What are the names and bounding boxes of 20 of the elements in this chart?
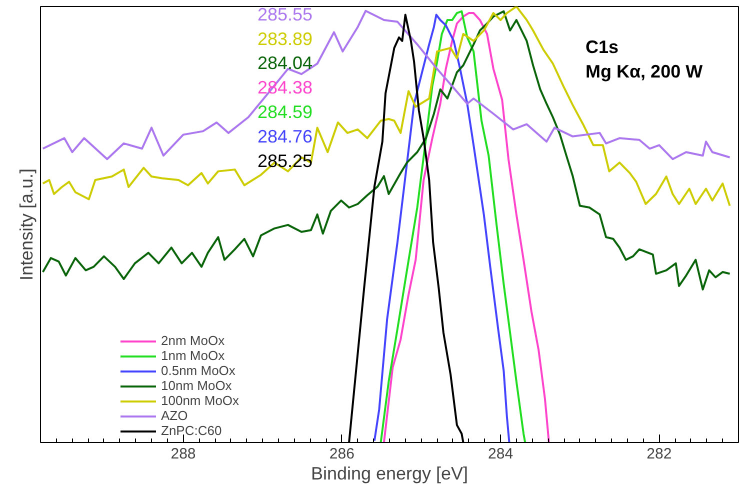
legend-label: 1nm MoOx <box>161 348 225 363</box>
annotation: 284.76 <box>257 126 313 146</box>
legend-label: 0.5nm MoOx <box>161 363 236 378</box>
x-tick-label: 286 <box>329 446 354 462</box>
x-axis-title: Binding energy [eV] <box>310 464 468 484</box>
legend-label: 10nm MoOx <box>161 378 232 393</box>
y-axis-title: Intensity [a.u.] <box>16 168 36 281</box>
annotation: 285.55 <box>257 4 313 24</box>
legend-label: AZO <box>161 408 188 423</box>
x-tick-label: 288 <box>170 446 196 462</box>
annotation: 283.89 <box>257 28 313 49</box>
annotation: 284.04 <box>257 53 313 74</box>
legend-label: 100nm MoOx <box>161 393 240 408</box>
x-tick-label: 284 <box>488 446 514 462</box>
x-tick-label: 282 <box>646 446 672 462</box>
annotation: C1s <box>586 37 619 58</box>
legend-label: 2nm MoOx <box>161 333 225 348</box>
annotation: 284.59 <box>257 102 313 122</box>
legend-label: ZnPC:C60 <box>161 423 222 438</box>
annotation: Mg Kα, 200 W <box>586 61 703 82</box>
